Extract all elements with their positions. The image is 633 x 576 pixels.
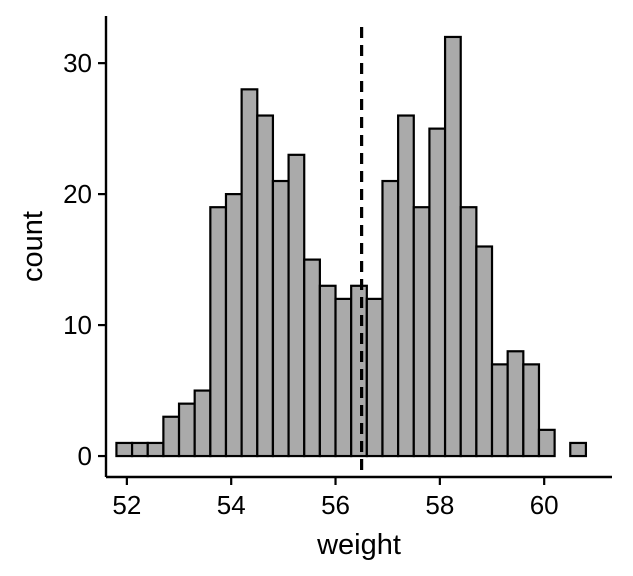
histogram-bar-18 — [397, 114, 415, 458]
histogram-bar-15 — [350, 284, 368, 458]
histogram-bar-24 — [490, 363, 509, 458]
histogram-bar-5 — [193, 389, 212, 458]
histogram-bar-29 — [569, 441, 588, 458]
histogram-bar-12 — [303, 258, 321, 458]
histogram-bar-20 — [428, 127, 447, 458]
y-tick-label: 10 — [63, 310, 92, 340]
histogram-bar-14 — [334, 297, 353, 458]
histogram-bar-13 — [318, 284, 337, 458]
x-tick-label: 52 — [112, 490, 141, 520]
histogram-bar-8 — [240, 88, 259, 458]
y-tick-label: 30 — [63, 48, 92, 78]
y-axis-title: count — [17, 211, 49, 282]
histogram-bar-26 — [522, 363, 541, 458]
histogram-bar-2 — [146, 441, 165, 458]
histogram-bar-6 — [209, 206, 228, 458]
histogram-bar-3 — [162, 415, 181, 458]
histogram-bar-27 — [537, 428, 556, 458]
histogram-bar-17 — [381, 179, 400, 458]
x-tick-label: 54 — [217, 490, 246, 520]
histogram-bar-22 — [459, 206, 478, 458]
histogram-bar-25 — [506, 350, 525, 458]
histogram-bar-9 — [256, 114, 275, 458]
x-tick-label: 58 — [425, 490, 454, 520]
histogram-bar-11 — [287, 153, 306, 458]
histogram-bar-0 — [115, 441, 134, 458]
histogram-bar-10 — [271, 179, 290, 458]
bars-layer — [115, 35, 588, 458]
histogram-bar-19 — [412, 206, 431, 458]
x-axis-title: weight — [316, 529, 401, 561]
histogram-bar-16 — [365, 297, 384, 458]
y-tick-label: 0 — [78, 441, 92, 471]
x-tick-label: 60 — [530, 490, 559, 520]
histogram-bar-1 — [130, 441, 149, 458]
y-axis-ticks: 0 10 20 30 — [63, 48, 106, 471]
x-axis-ticks: 52 54 56 58 60 — [112, 477, 559, 520]
y-tick-label: 20 — [63, 179, 92, 209]
histogram-bar-21 — [443, 35, 462, 458]
histogram-bar-23 — [475, 245, 494, 458]
histogram-bar-7 — [224, 193, 243, 458]
x-tick-label: 56 — [321, 490, 350, 520]
histogram-bar-4 — [177, 402, 196, 458]
